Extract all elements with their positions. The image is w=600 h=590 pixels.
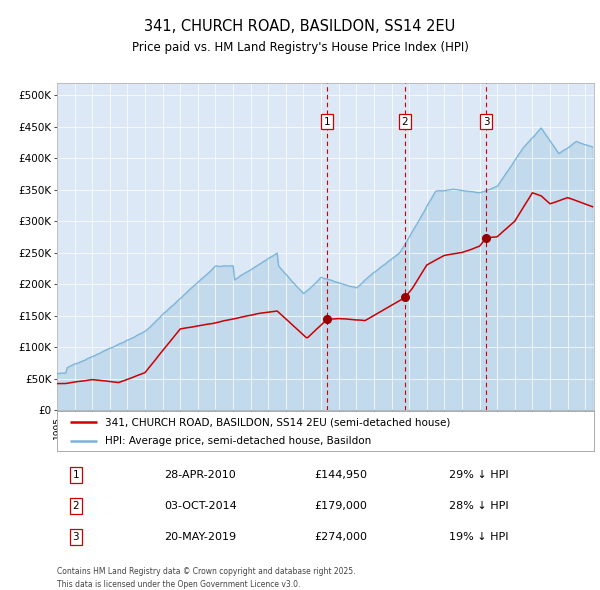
Text: 19% ↓ HPI: 19% ↓ HPI [449,532,509,542]
Text: 20-MAY-2019: 20-MAY-2019 [164,532,236,542]
Text: 2: 2 [73,501,79,511]
Text: 3: 3 [73,532,79,542]
Text: £179,000: £179,000 [315,501,368,511]
Text: 3: 3 [483,117,490,127]
Text: 28-APR-2010: 28-APR-2010 [164,470,236,480]
Text: 1: 1 [323,117,330,127]
Text: 28% ↓ HPI: 28% ↓ HPI [449,501,509,511]
Text: 341, CHURCH ROAD, BASILDON, SS14 2EU: 341, CHURCH ROAD, BASILDON, SS14 2EU [145,19,455,34]
Text: 29% ↓ HPI: 29% ↓ HPI [449,470,509,480]
Text: Contains HM Land Registry data © Crown copyright and database right 2025.
This d: Contains HM Land Registry data © Crown c… [57,568,355,589]
Text: 03-OCT-2014: 03-OCT-2014 [164,501,237,511]
Text: 341, CHURCH ROAD, BASILDON, SS14 2EU (semi-detached house): 341, CHURCH ROAD, BASILDON, SS14 2EU (se… [106,417,451,427]
Text: 1: 1 [73,470,79,480]
Text: 2: 2 [401,117,408,127]
Text: HPI: Average price, semi-detached house, Basildon: HPI: Average price, semi-detached house,… [106,435,371,445]
Text: Price paid vs. HM Land Registry's House Price Index (HPI): Price paid vs. HM Land Registry's House … [131,41,469,54]
Text: £274,000: £274,000 [315,532,368,542]
Text: £144,950: £144,950 [315,470,368,480]
